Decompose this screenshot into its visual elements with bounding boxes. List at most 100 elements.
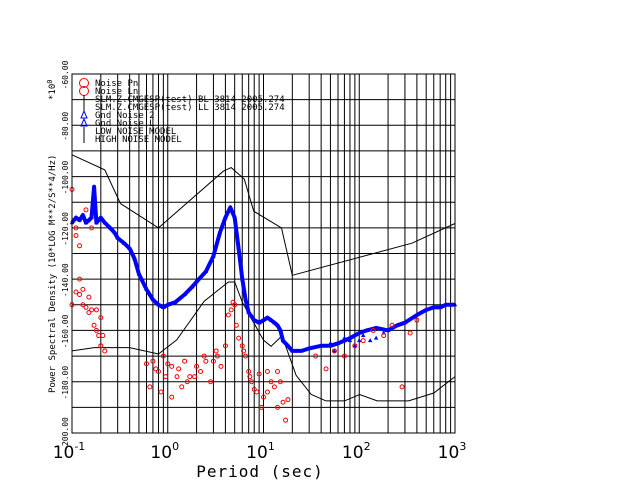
x-tick-exponent: 2 — [364, 440, 371, 453]
x-tick-base: 10 — [342, 443, 364, 463]
gnd-noise-2-point — [268, 317, 274, 322]
noise-ln-point — [360, 338, 366, 344]
noise-ln-point — [213, 348, 219, 354]
noise-pn-point — [155, 368, 161, 374]
x-tick-label: 100 — [150, 440, 179, 463]
plot-frame — [71, 73, 456, 434]
gnd-noise-l-point — [373, 335, 379, 340]
gnd-noise-2-point — [402, 320, 408, 325]
noise-pn-point — [277, 379, 283, 385]
noise-pn-point — [222, 343, 228, 349]
gnd-noise-l-point — [318, 343, 324, 348]
noise-pn-point — [93, 327, 99, 333]
gnd-noise-2-point — [80, 212, 86, 217]
gnd-noise-2-point — [299, 348, 304, 353]
gnd-noise-l-point — [361, 333, 366, 338]
y-tick-label: -120.00 — [61, 212, 70, 246]
noise-pn-point — [160, 353, 166, 359]
gnd-noise-2-point — [228, 204, 233, 209]
gnd-noise-2-point — [165, 302, 170, 307]
gnd-noise-2-point — [73, 215, 79, 220]
noise-ln-point — [191, 374, 197, 380]
noise-ln-point — [352, 343, 358, 349]
noise-pn-point — [225, 312, 231, 318]
gnd-noise-2-point — [278, 327, 283, 332]
noise-pn-point — [176, 366, 182, 372]
gnd-noise-l-point — [328, 340, 333, 345]
gnd-noise-2-point — [357, 330, 362, 335]
gnd-noise-l-point — [335, 340, 341, 345]
y-tick-label: -200.00 — [61, 417, 70, 451]
noise-pn-point — [98, 343, 104, 349]
y-tick-label: -80.00 — [61, 112, 70, 141]
noise-pn-point — [77, 292, 83, 298]
high-noise-model-line — [71, 154, 456, 276]
noise-pn-point — [83, 304, 89, 310]
gnd-noise-l-point — [357, 338, 362, 343]
legend-label: SLM.Z.CMGESP(test) BL 3814 2005.274 — [95, 95, 285, 105]
gnd-noise-l-point — [367, 338, 373, 343]
gnd-noise-2-point — [437, 304, 443, 309]
scale-note: *100 — [46, 80, 58, 100]
y-tick-label: -160.00 — [61, 314, 70, 348]
gnd-noise-2-point — [161, 304, 166, 309]
gnd-noise-2-point — [83, 220, 89, 225]
noise-pn-point — [73, 289, 79, 295]
noise-pn-point — [271, 384, 277, 390]
noise-pn-point — [150, 358, 156, 364]
legend-label: Gnd Noise 2 — [95, 111, 155, 121]
legend-label: LOW NOISE MODEL — [95, 127, 176, 137]
x-tick-base: 10 — [150, 443, 172, 463]
gnd-noise-2-point — [236, 245, 241, 250]
legend-circle-icon — [79, 78, 89, 88]
noise-ln-point — [341, 353, 347, 359]
gnd-noise-2-point — [232, 215, 237, 220]
gnd-noise-2-point — [211, 253, 216, 258]
noise-ln-point — [93, 307, 99, 313]
legend-label: Noise Pn — [95, 79, 138, 89]
gnd-noise-2-point — [252, 317, 257, 322]
noise-ln-point — [370, 327, 376, 333]
noise-ln-point — [331, 348, 337, 354]
noise-pn-point — [187, 374, 193, 380]
noise-ln-point — [414, 317, 420, 323]
gnd-noise-2-point — [423, 307, 429, 312]
noise-pn-point — [236, 335, 242, 341]
gnd-noise-2-point — [223, 215, 228, 220]
noise-pn-point — [214, 353, 220, 359]
noise-ln-point — [258, 404, 264, 410]
noise-ln-point — [98, 315, 104, 321]
gnd-noise-2-point — [203, 268, 209, 273]
noise-ln-point — [174, 374, 180, 380]
legend-triangle-icon — [80, 117, 88, 127]
gnd-noise-2-point — [91, 184, 97, 189]
x-tick-exponent: 0 — [172, 440, 179, 453]
data-points — [69, 184, 458, 423]
y-tick-label: -100.00 — [61, 161, 70, 195]
gnd-noise-2-point — [156, 302, 161, 307]
y-tick-label: -140.00 — [61, 263, 70, 297]
gnd-noise-2-point — [102, 220, 107, 225]
gnd-noise-2-point — [150, 297, 156, 302]
low-noise-model-line — [71, 281, 456, 402]
gnd-noise-l-point — [352, 343, 358, 348]
noise-pn-point — [243, 353, 249, 359]
noise-pn-point — [91, 322, 97, 328]
gnd-noise-l-point — [347, 338, 353, 343]
noise-pn-point — [256, 371, 262, 377]
x-tick-exponent: -1 — [74, 440, 85, 453]
noise-pn-point — [251, 386, 257, 392]
noise-ln-point — [73, 233, 79, 239]
gnd-noise-2-point — [328, 343, 333, 348]
y-axis-label: Power Spectral Density (10*LOG M**2/S**4… — [48, 155, 58, 393]
gnd-noise-2-point — [285, 343, 291, 348]
scale-note-base: *10 — [48, 84, 58, 100]
gnd-noise-2-point — [107, 225, 113, 230]
y-tick-labels: -60.00 -80.00 -100.00 -120.00 -140.00 -160.00… — [61, 60, 70, 450]
gnd-noise-2-point — [290, 348, 295, 353]
noise-ln-point — [89, 225, 95, 231]
gnd-noise-2-point — [173, 299, 178, 304]
noise-ln-point — [179, 384, 185, 390]
noise-pn-point — [144, 361, 150, 367]
